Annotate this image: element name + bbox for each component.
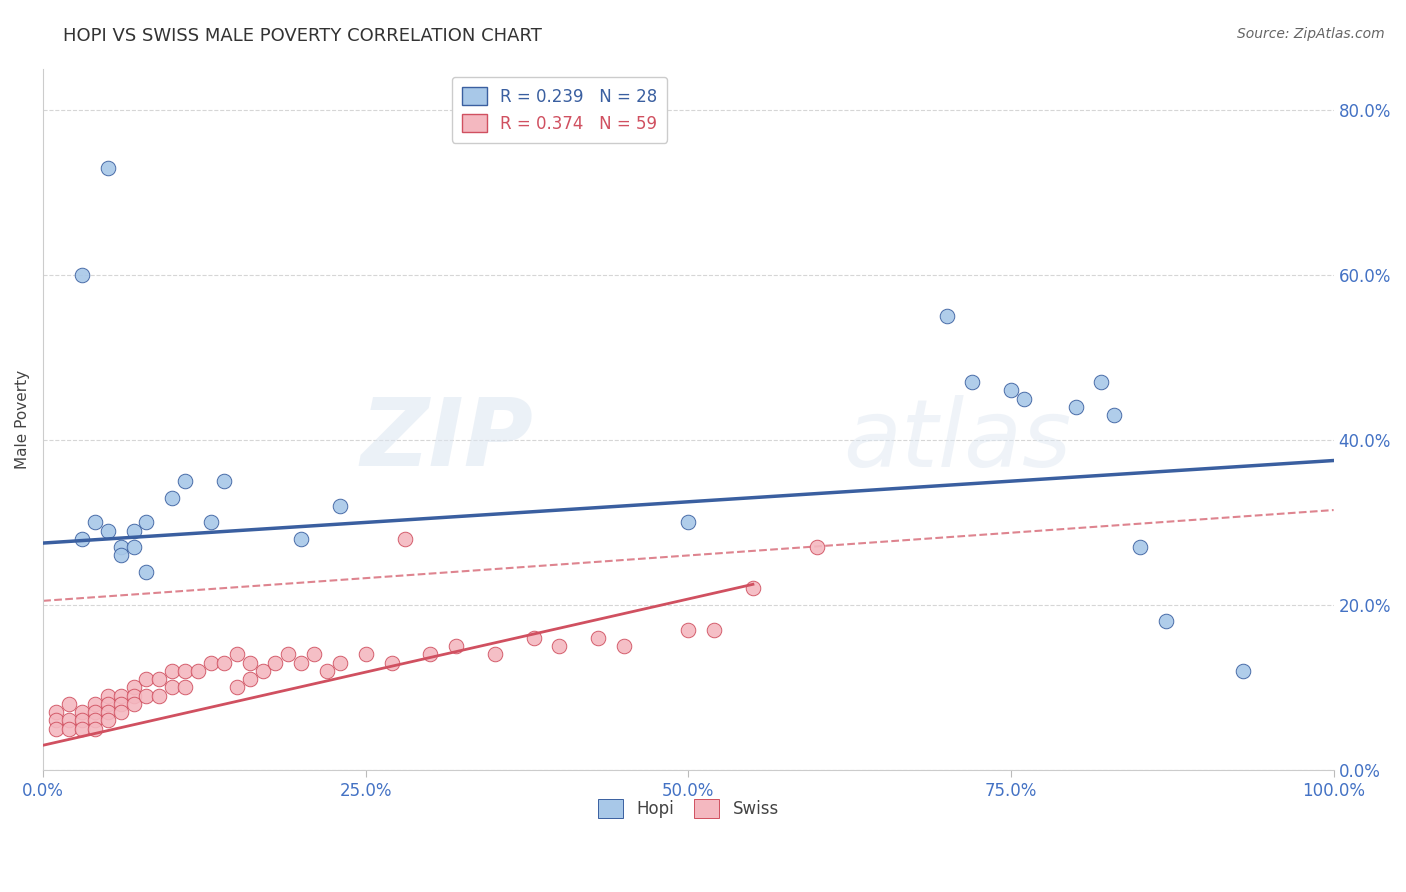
Point [522,631,544,645]
Point [70,532,93,546]
Point [97,714,120,728]
Point [1012,392,1035,406]
Text: ZIP: ZIP [361,394,533,486]
Point [97,697,120,711]
Point [548,639,571,653]
Point [110,689,132,703]
Point [174,664,197,678]
Point [97,161,120,175]
Point [225,648,247,662]
Text: Source: ZipAtlas.com: Source: ZipAtlas.com [1237,27,1385,41]
Point [97,705,120,719]
Point [302,648,325,662]
Point [1064,400,1087,414]
Point [381,656,404,670]
Point [58,722,80,736]
Point [613,639,636,653]
Point [1000,384,1022,398]
Point [316,664,339,678]
Point [678,623,700,637]
Point [83,705,105,719]
Point [962,375,984,389]
Point [277,648,299,662]
Point [148,672,170,686]
Point [444,639,467,653]
Point [83,516,105,530]
Point [122,689,145,703]
Point [174,474,197,488]
Point [110,540,132,554]
Point [678,516,700,530]
Point [174,681,197,695]
Point [122,697,145,711]
Point [200,516,222,530]
Point [135,672,157,686]
Point [290,656,312,670]
Point [122,524,145,538]
Point [239,672,262,686]
Point [212,474,235,488]
Point [329,499,352,513]
Y-axis label: Male Poverty: Male Poverty [15,369,30,469]
Point [135,516,157,530]
Point [200,656,222,670]
Point [83,722,105,736]
Point [264,656,287,670]
Point [58,697,80,711]
Point [110,705,132,719]
Point [135,565,157,579]
Point [484,648,506,662]
Point [83,714,105,728]
Point [45,705,67,719]
Legend: Hopi, Swiss: Hopi, Swiss [592,793,786,825]
Point [1129,540,1152,554]
Point [935,309,957,323]
Point [70,722,93,736]
Point [122,540,145,554]
Point [329,656,352,670]
Point [1104,408,1126,422]
Point [394,532,416,546]
Text: atlas: atlas [844,395,1071,486]
Point [110,549,132,563]
Text: HOPI VS SWISS MALE POVERTY CORRELATION CHART: HOPI VS SWISS MALE POVERTY CORRELATION C… [63,27,543,45]
Point [419,648,441,662]
Point [162,664,184,678]
Point [212,656,235,670]
Point [239,656,262,670]
Point [110,697,132,711]
Point [1154,615,1177,629]
Point [290,532,312,546]
Point [148,689,170,703]
Point [225,681,247,695]
Point [187,664,209,678]
Point [1232,664,1254,678]
Point [70,268,93,282]
Point [97,524,120,538]
Point [162,681,184,695]
Point [70,714,93,728]
Point [58,714,80,728]
Point [83,697,105,711]
Point [806,540,828,554]
Point [135,689,157,703]
Point [70,705,93,719]
Point [252,664,274,678]
Point [45,714,67,728]
Point [703,623,725,637]
Point [1090,375,1112,389]
Point [97,689,120,703]
Point [162,491,184,505]
Point [742,582,765,596]
Point [122,681,145,695]
Point [586,631,609,645]
Point [354,648,377,662]
Point [45,722,67,736]
